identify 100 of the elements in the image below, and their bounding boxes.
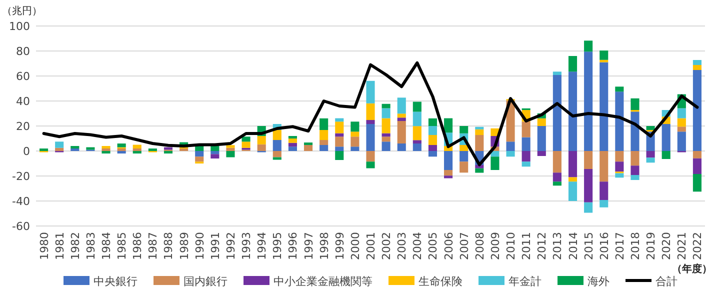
bar	[257, 144, 266, 151]
bar	[552, 182, 562, 186]
bar	[428, 135, 438, 145]
bar	[195, 156, 204, 162]
legend-label: 海外	[588, 275, 610, 288]
bar	[475, 168, 484, 173]
bar	[677, 126, 686, 132]
bar	[600, 50, 608, 60]
x-tick-label: 1983	[84, 232, 98, 260]
bar	[428, 151, 438, 157]
bar	[226, 151, 235, 158]
bar	[350, 136, 360, 147]
bar	[552, 75, 562, 151]
y-tick-label: 60	[16, 70, 30, 83]
bar	[584, 52, 593, 151]
bar	[537, 151, 546, 156]
bar	[335, 146, 344, 151]
x-tick-label: 2013	[551, 232, 564, 260]
bar	[412, 144, 422, 151]
bar	[288, 146, 297, 151]
bar	[522, 162, 530, 167]
x-tick-label: 2007	[458, 232, 471, 260]
bar	[692, 60, 702, 65]
bar	[475, 126, 484, 130]
bar	[630, 175, 640, 180]
bar	[366, 103, 375, 120]
bar	[677, 118, 686, 127]
bar	[428, 126, 438, 135]
x-tick-label: 2000	[348, 232, 362, 260]
x-tick-label: 1997	[302, 232, 316, 260]
bar	[382, 108, 390, 118]
bar	[397, 114, 406, 118]
bar	[397, 98, 406, 114]
y-tick-label: 40	[16, 95, 30, 108]
x-tick-label: 2022	[691, 232, 704, 260]
bar	[522, 122, 530, 138]
bar	[444, 176, 453, 178]
x-tick-label: 1985	[116, 232, 129, 260]
bar	[646, 126, 655, 130]
bar	[382, 136, 390, 142]
x-tick-label: 1994	[256, 232, 269, 260]
bar	[584, 202, 593, 213]
bar	[272, 151, 282, 158]
bar	[320, 118, 328, 130]
bar	[55, 148, 64, 151]
bar	[600, 60, 608, 62]
x-tick-label: 1980	[38, 232, 51, 260]
bar	[630, 112, 640, 151]
bar	[320, 140, 328, 145]
bar	[320, 145, 328, 151]
bar	[86, 147, 95, 150]
bar	[335, 136, 344, 147]
bar	[600, 200, 608, 208]
bar	[475, 129, 484, 135]
bar	[412, 126, 422, 140]
bar	[600, 151, 608, 182]
bar	[692, 174, 702, 192]
x-tick-label: 2017	[613, 232, 626, 260]
bar	[272, 157, 282, 160]
legend-label: 中小企業金融機関等	[274, 275, 372, 288]
bar	[662, 151, 670, 159]
bar	[584, 40, 593, 52]
bar	[692, 65, 702, 70]
bar	[615, 86, 624, 92]
x-tick-label: 1999	[333, 232, 346, 260]
bar	[444, 170, 453, 176]
y-tick-label: 100	[9, 20, 30, 33]
bar	[444, 118, 453, 133]
bar	[506, 142, 515, 151]
bar	[677, 108, 686, 118]
bar	[226, 145, 235, 148]
x-tick-label: 1998	[318, 232, 331, 260]
bar	[584, 151, 593, 169]
y-tick-label: -40	[12, 195, 30, 208]
legend-label: 年金計	[508, 275, 542, 288]
bar	[272, 140, 282, 151]
bar	[522, 137, 530, 151]
bar	[646, 151, 655, 158]
bar	[428, 118, 438, 126]
bar	[475, 135, 484, 151]
x-tick-label: 2018	[628, 232, 642, 260]
bar	[397, 121, 406, 144]
x-tick-label: 1992	[224, 232, 238, 260]
bar	[460, 145, 468, 151]
bar	[55, 142, 64, 148]
bar	[288, 142, 297, 147]
bar	[552, 72, 562, 75]
y-axis-title: （兆円）	[2, 5, 42, 17]
bar	[335, 122, 344, 134]
y-tick-label: -20	[12, 170, 30, 183]
bar	[397, 144, 406, 151]
bar	[320, 130, 328, 140]
bar	[460, 126, 468, 134]
bar	[382, 104, 390, 108]
bar	[537, 118, 546, 126]
bar	[366, 151, 375, 162]
y-tick-label: -60	[12, 220, 30, 233]
bar	[272, 130, 282, 140]
y-tick-label: 20	[16, 120, 30, 133]
bar	[568, 182, 578, 201]
